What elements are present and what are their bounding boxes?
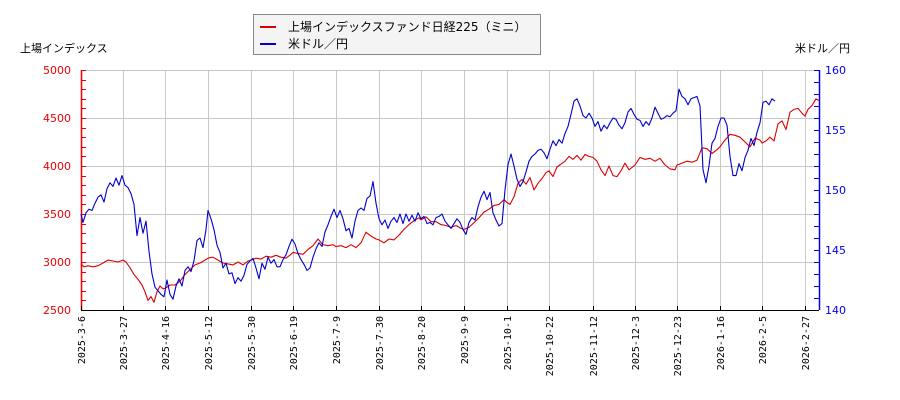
svg-text:2025-3-6: 2025-3-6 <box>77 316 88 364</box>
svg-text:5000: 5000 <box>43 64 71 77</box>
svg-text:2025-5-30: 2025-5-30 <box>247 316 258 370</box>
svg-text:2026-2-27: 2026-2-27 <box>801 316 812 370</box>
svg-text:2025-3-27: 2025-3-27 <box>119 316 130 370</box>
svg-text:2500: 2500 <box>43 304 71 317</box>
svg-text:2026-1-16: 2026-1-16 <box>716 316 727 370</box>
svg-text:2025-11-12: 2025-11-12 <box>589 316 600 376</box>
svg-text:3000: 3000 <box>43 256 71 269</box>
svg-text:3500: 3500 <box>43 208 71 221</box>
svg-text:2025-10-22: 2025-10-22 <box>545 316 556 376</box>
left-axis-title: 上場インデックス <box>20 42 108 55</box>
svg-text:2025-5-12: 2025-5-12 <box>204 316 215 370</box>
svg-text:2025-7-30: 2025-7-30 <box>375 316 386 370</box>
svg-text:150: 150 <box>825 184 846 197</box>
grid-lines <box>81 70 819 311</box>
legend-item-nikkei: 上場インデックスファンド日経225（ミニ） <box>260 18 540 35</box>
svg-text:2025-4-16: 2025-4-16 <box>161 316 172 370</box>
svg-text:2025-8-20: 2025-8-20 <box>417 316 428 370</box>
left-y-axis: 2500 3000 3500 4000 4500 5000 <box>43 64 86 317</box>
legend-swatch-red <box>260 25 276 28</box>
svg-text:155: 155 <box>825 124 846 137</box>
svg-text:2025-10-1: 2025-10-1 <box>503 316 514 370</box>
legend-label-usdjpy: 米ドル／円 <box>288 37 349 51</box>
right-axis-title: 米ドル／円 <box>795 42 850 55</box>
svg-text:160: 160 <box>825 64 846 77</box>
svg-text:140: 140 <box>825 304 846 317</box>
svg-text:4500: 4500 <box>43 112 71 125</box>
nikkei-line <box>80 98 820 303</box>
svg-text:4000: 4000 <box>43 160 71 173</box>
svg-text:2025-9-9: 2025-9-9 <box>460 316 471 364</box>
svg-text:145: 145 <box>825 244 846 257</box>
right-y-axis: 140 145 150 155 160 <box>814 64 846 317</box>
legend-item-usdjpy: 米ドル／円 <box>260 35 540 52</box>
svg-text:2025-6-19: 2025-6-19 <box>289 316 300 370</box>
svg-text:2026-2-5: 2026-2-5 <box>758 316 769 364</box>
chart-legend: 上場インデックスファンド日経225（ミニ） 米ドル／円 <box>253 14 541 55</box>
svg-text:2025-12-23: 2025-12-23 <box>673 316 684 376</box>
x-axis: 2025-3-6 2025-3-27 2025-4-16 2025-5-12 2025-… <box>77 306 819 376</box>
svg-text:2025-7-9: 2025-7-9 <box>332 316 343 364</box>
usdjpy-line <box>80 88 776 300</box>
svg-text:2025-12-3: 2025-12-3 <box>631 316 642 370</box>
legend-label-nikkei: 上場インデックスファンド日経225（ミニ） <box>288 20 527 34</box>
legend-swatch-blue <box>260 42 276 45</box>
series-lines <box>80 88 820 303</box>
